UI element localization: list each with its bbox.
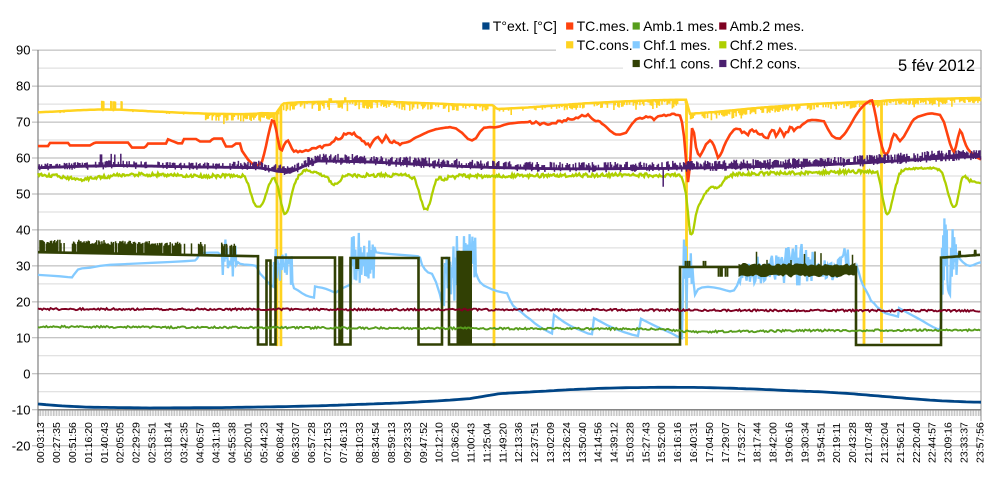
svg-text:23:57:56: 23:57:56	[974, 422, 986, 463]
svg-text:20:43:28: 20:43:28	[847, 422, 859, 463]
svg-text:TC.mes.: TC.mes.	[577, 18, 630, 34]
svg-text:10: 10	[16, 330, 30, 345]
svg-text:08:10:33: 08:10:33	[354, 422, 366, 463]
svg-text:22:20:40: 22:20:40	[911, 422, 923, 463]
svg-text:0: 0	[23, 366, 30, 381]
svg-text:21:32:04: 21:32:04	[879, 422, 891, 463]
svg-text:08:59:13: 08:59:13	[386, 422, 398, 463]
svg-text:03:18:14: 03:18:14	[163, 422, 175, 463]
svg-text:04:31:18: 04:31:18	[211, 422, 223, 463]
svg-text:08:34:54: 08:34:54	[370, 422, 382, 463]
svg-text:04:55:38: 04:55:38	[226, 422, 238, 463]
svg-text:18:42:00: 18:42:00	[768, 422, 780, 463]
svg-text:07:21:53: 07:21:53	[322, 422, 334, 463]
svg-text:11:49:20: 11:49:20	[497, 423, 509, 463]
svg-text:17:53:27: 17:53:27	[736, 422, 748, 463]
svg-text:TC.cons.: TC.cons.	[577, 37, 633, 53]
svg-text:21:56:21: 21:56:21	[895, 422, 907, 463]
svg-text:06:33:07: 06:33:07	[290, 422, 302, 463]
svg-text:17:29:07: 17:29:07	[720, 422, 732, 463]
svg-text:02:53:51: 02:53:51	[147, 422, 159, 463]
svg-text:Amb.2 mes.: Amb.2 mes.	[730, 18, 805, 34]
svg-text:70: 70	[16, 115, 30, 130]
svg-text:17:04:50: 17:04:50	[704, 422, 716, 463]
svg-text:Chf.2 cons.: Chf.2 cons.	[730, 56, 801, 72]
svg-text:06:57:28: 06:57:28	[306, 422, 318, 463]
svg-text:12:13:36: 12:13:36	[513, 422, 525, 463]
svg-text:19:54:51: 19:54:51	[815, 422, 827, 463]
svg-text:09:23:33: 09:23:33	[402, 422, 414, 463]
svg-text:50: 50	[16, 187, 30, 202]
svg-text:15:52:00: 15:52:00	[656, 422, 668, 463]
svg-text:13:50:40: 13:50:40	[577, 422, 589, 463]
svg-text:23:09:16: 23:09:16	[943, 422, 955, 463]
svg-text:16:16:16: 16:16:16	[672, 422, 684, 463]
svg-text:04:06:57: 04:06:57	[195, 422, 207, 463]
svg-text:14:14:56: 14:14:56	[593, 422, 605, 463]
svg-text:20:19:11: 20:19:11	[831, 423, 843, 463]
svg-text:12:37:51: 12:37:51	[529, 422, 541, 463]
svg-text:11:25:04: 11:25:04	[481, 423, 493, 463]
svg-text:60: 60	[16, 151, 30, 166]
svg-text:19:30:34: 19:30:34	[799, 422, 811, 463]
svg-text:00:27:35: 00:27:35	[51, 422, 63, 463]
svg-text:T°ext. [°C]: T°ext. [°C]	[493, 18, 557, 34]
svg-text:15:03:28: 15:03:28	[624, 422, 636, 463]
svg-text:5 fév 2012: 5 fév 2012	[898, 57, 975, 75]
svg-text:09:47:52: 09:47:52	[418, 422, 430, 463]
svg-text:01:16:20: 01:16:20	[83, 422, 95, 463]
svg-text:40: 40	[16, 223, 30, 238]
svg-text:02:29:29: 02:29:29	[131, 422, 143, 463]
svg-text:-10: -10	[12, 402, 31, 417]
svg-text:00:03:13: 00:03:13	[35, 422, 47, 463]
svg-text:00:51:56: 00:51:56	[67, 422, 79, 463]
svg-text:10:36:26: 10:36:26	[450, 422, 462, 463]
svg-text:18:17:44: 18:17:44	[752, 422, 764, 463]
svg-text:05:20:01: 05:20:01	[242, 422, 254, 463]
svg-text:10:12:10: 10:12:10	[434, 422, 446, 463]
svg-text:20: 20	[16, 295, 30, 310]
svg-text:23:33:37: 23:33:37	[959, 422, 971, 463]
svg-text:07:46:13: 07:46:13	[338, 422, 350, 463]
svg-text:05:44:23: 05:44:23	[258, 422, 270, 463]
svg-text:22:44:57: 22:44:57	[927, 422, 939, 463]
svg-text:21:07:48: 21:07:48	[863, 422, 875, 463]
svg-text:06:08:44: 06:08:44	[274, 422, 286, 463]
svg-text:03:42:35: 03:42:35	[179, 422, 191, 463]
svg-text:01:40:43: 01:40:43	[99, 422, 111, 463]
svg-text:19:06:16: 19:06:16	[783, 422, 795, 463]
svg-text:Amb.1 mes.: Amb.1 mes.	[643, 18, 718, 34]
svg-text:13:26:24: 13:26:24	[561, 422, 573, 463]
svg-text:90: 90	[16, 43, 30, 58]
svg-text:13:02:09: 13:02:09	[545, 422, 557, 463]
svg-text:-20: -20	[12, 438, 31, 453]
svg-text:Chf.2 mes.: Chf.2 mes.	[730, 37, 798, 53]
svg-text:14:39:12: 14:39:12	[609, 422, 621, 463]
svg-text:11:00:43: 11:00:43	[466, 423, 478, 463]
svg-text:Chf.1 mes.: Chf.1 mes.	[643, 37, 711, 53]
svg-text:16:40:31: 16:40:31	[688, 422, 700, 463]
svg-text:15:27:43: 15:27:43	[640, 422, 652, 463]
svg-text:02:05:05: 02:05:05	[115, 422, 127, 463]
svg-text:Chf.1 cons.: Chf.1 cons.	[643, 56, 714, 72]
svg-text:80: 80	[16, 79, 30, 94]
svg-text:30: 30	[16, 259, 30, 274]
